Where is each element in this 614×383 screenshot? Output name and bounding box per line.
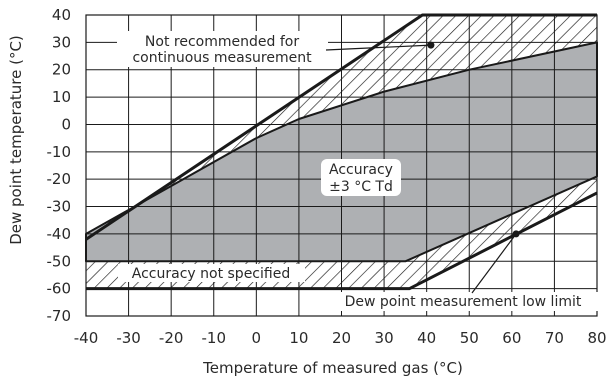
annotation-accuracy: ±3 °C Td <box>329 179 393 195</box>
x-tick-label: 80 <box>587 329 606 347</box>
accuracy-region-outline <box>85 41 598 263</box>
annotation-bg-not-specified <box>118 264 305 282</box>
x-tick-label: 50 <box>460 329 479 347</box>
annotation-not-specified: Accuracy not specified <box>132 266 290 282</box>
y-tick-label: -60 <box>47 280 72 298</box>
grid-layer <box>85 14 598 317</box>
y-tick-label: -50 <box>47 252 72 270</box>
y-tick-label: 30 <box>52 33 71 51</box>
x-tick-label: 30 <box>375 329 394 347</box>
y-axis-title: Dew point temperature (°C) <box>7 35 25 245</box>
boundary-line <box>85 13 597 241</box>
annotation-dot-low-limit <box>512 230 520 238</box>
x-tick-label: -30 <box>116 329 141 347</box>
y-tick-label: 40 <box>52 6 71 24</box>
annotation-not-recommended: Not recommended for <box>145 34 299 50</box>
annotation-leader-low-limit <box>471 233 517 294</box>
y-tick-label: 10 <box>52 88 71 106</box>
annotation-low-limit: Dew point measurement low limit <box>345 294 582 310</box>
x-tick-label: 70 <box>545 329 564 347</box>
y-tick-label: -30 <box>47 198 72 216</box>
x-axis-title: Temperature of measured gas (°C) <box>202 359 463 377</box>
x-tick-label: 40 <box>417 329 436 347</box>
annotation-leader-not-recommended <box>325 44 431 51</box>
y-tick-label: -70 <box>47 307 72 325</box>
x-tick-label: -40 <box>74 329 99 347</box>
boundary-line <box>86 191 598 291</box>
annotation-dot-not-recommended <box>427 41 435 49</box>
y-tick-label: -20 <box>47 170 72 188</box>
x-tick-label: 10 <box>289 329 308 347</box>
x-tick-label: -20 <box>159 329 184 347</box>
x-tick-label: -10 <box>202 329 227 347</box>
hatched-region-1 <box>86 15 597 240</box>
annotation-accuracy: Accuracy <box>329 162 393 178</box>
annotation-not-recommended: continuous measurement <box>132 50 312 66</box>
boundary-lines-layer <box>85 13 598 291</box>
y-tick-label: 0 <box>61 115 71 133</box>
y-tick-label: -10 <box>47 143 72 161</box>
x-tick-label: 60 <box>502 329 521 347</box>
x-tick-label: 0 <box>252 329 262 347</box>
annotation-bg-not-recommended <box>117 31 328 67</box>
x-tick-label: 20 <box>332 329 351 347</box>
annotation-bg-low-limit <box>327 292 599 311</box>
tick-labels-layer: -40 -30 -20 -10 0 10 20 30 40 50 60 70 80 40 30 20 10 0 -1… <box>47 6 607 347</box>
annotation-bg-accuracy <box>321 159 401 196</box>
y-tick-label: 20 <box>52 61 71 79</box>
y-tick-label: -40 <box>47 225 72 243</box>
